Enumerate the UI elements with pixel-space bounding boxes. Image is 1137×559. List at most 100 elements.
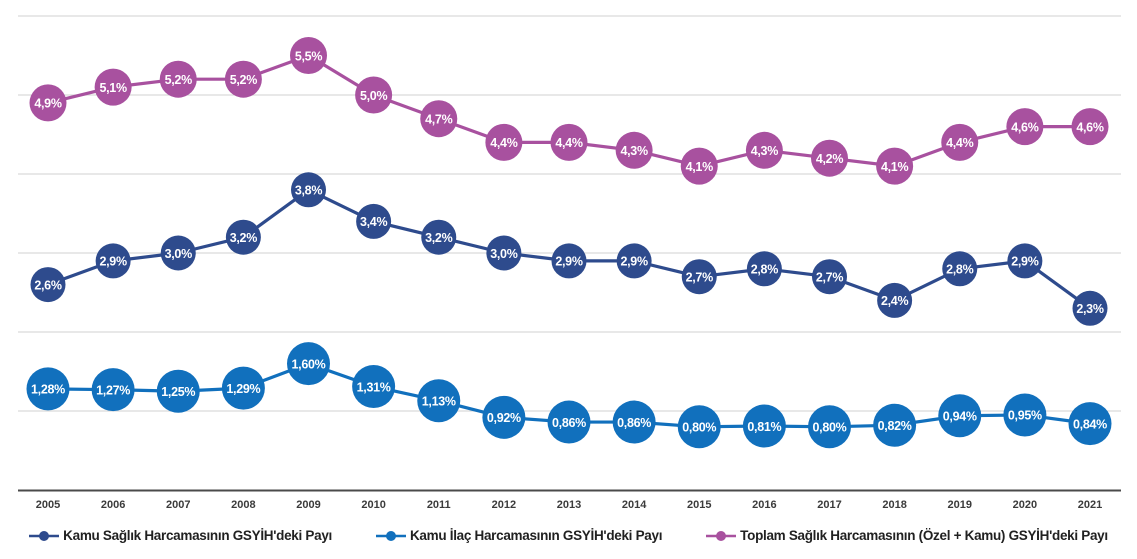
data-point-label: 2,6% (34, 278, 61, 292)
x-axis-tick-label: 2007 (166, 499, 190, 511)
data-point-label: 0,80% (813, 421, 847, 435)
x-axis-tick-label: 2021 (1078, 499, 1102, 511)
data-point-label: 1,13% (422, 394, 456, 408)
data-point-marker (420, 100, 458, 138)
data-point-label: 3,0% (490, 247, 517, 261)
data-point-label: 0,80% (682, 421, 716, 435)
data-point-marker (812, 259, 847, 295)
data-point-marker (745, 131, 783, 169)
data-point-marker (156, 369, 200, 413)
line-chart: 2005 2006 2007 2008 2009 2010 2011 2012 2013 2014… (18, 15, 1121, 511)
data-point-marker (1071, 108, 1109, 146)
data-point-label: 4,1% (686, 160, 713, 174)
x-axis-tick-label: 2012 (492, 499, 516, 511)
data-point-label: 2,4% (881, 294, 908, 308)
data-point-marker (616, 243, 652, 279)
x-axis-tick-label: 2011 (427, 499, 451, 511)
data-point-label: 3,2% (425, 231, 452, 245)
data-point-marker (421, 219, 457, 255)
data-point-label: 1,29% (226, 382, 260, 396)
x-axis-tick-label: 2010 (361, 499, 385, 511)
data-point-label: 2,7% (686, 270, 713, 284)
legend-marker-line-dot-icon (29, 530, 60, 541)
data-point-marker (1006, 108, 1044, 146)
data-point-marker (681, 259, 717, 295)
data-point-label: 1,60% (292, 357, 326, 371)
data-point-marker (159, 60, 197, 98)
data-point-label: 2,9% (555, 255, 582, 269)
data-point-marker (287, 342, 330, 386)
data-point-label: 4,1% (881, 160, 908, 174)
data-point-marker (746, 251, 782, 287)
x-axis-tick-label: 2020 (1013, 499, 1037, 511)
x-axis-tick-label: 2005 (36, 499, 60, 511)
x-axis-tick-label: 2016 (752, 499, 776, 511)
data-point-label: 4,4% (490, 136, 517, 150)
data-point-marker (95, 243, 131, 279)
data-point-label: 0,86% (617, 416, 651, 430)
data-point-label: 4,7% (425, 112, 452, 126)
data-point-marker (941, 123, 979, 161)
legend-marker-line-dot-icon (706, 530, 737, 541)
data-point-label: 3,4% (360, 215, 387, 229)
data-point-label: 0,81% (747, 420, 781, 434)
data-point-marker (356, 203, 392, 239)
data-point-label: 4,9% (34, 97, 61, 111)
data-point-label: 2,9% (1011, 255, 1038, 269)
data-point-label: 4,6% (1076, 120, 1103, 134)
data-point-label: 0,95% (1008, 409, 1042, 423)
data-point-marker (26, 367, 70, 411)
x-axis-tick-label: 2008 (231, 499, 255, 511)
x-axis-tick-label: 2009 (296, 499, 320, 511)
x-axis-tick-label: 2013 (557, 499, 581, 511)
data-point-marker (938, 394, 982, 438)
data-point-marker (352, 365, 396, 409)
legend-label: Toplam Sağlık Harcamasının (Özel + Kamu)… (740, 528, 1108, 543)
data-point-marker (615, 131, 653, 169)
data-point-label: 2,3% (1076, 302, 1103, 316)
legend-label: Kamu İlaç Harcamasının GSYİH'deki Payı (409, 528, 663, 543)
data-point-marker (1068, 402, 1112, 446)
data-point-marker (1072, 290, 1108, 326)
data-point-marker (942, 251, 978, 287)
data-point-label: 0,94% (943, 409, 977, 423)
legend-item-kamu-ilac: Kamu İlaç Harcamasının GSYİH'deki Payı (375, 528, 663, 543)
data-point-marker (677, 405, 721, 449)
data-point-label: 5,0% (360, 89, 387, 103)
x-axis-tick-label: 2014 (622, 499, 647, 511)
data-point-label: 1,27% (96, 383, 130, 397)
chart-legend: Kamu Sağlık Harcamasının GSYİH'deki Payı… (0, 512, 1137, 559)
data-point-label: 0,92% (487, 411, 521, 425)
data-point-marker (486, 235, 522, 271)
data-point-label: 4,3% (751, 144, 778, 158)
data-point-label: 4,4% (946, 136, 973, 150)
data-point-label: 3,0% (165, 247, 192, 261)
data-point-marker (680, 147, 718, 185)
data-point-marker (742, 404, 786, 448)
legend-label: Kamu Sağlık Harcamasının GSYİH'deki Payı (63, 528, 332, 543)
data-point-label: 1,25% (161, 385, 195, 399)
data-point-label: 0,86% (552, 416, 586, 430)
data-point-label: 4,3% (620, 144, 647, 158)
data-point-label: 0,82% (878, 419, 912, 433)
data-point-marker (417, 379, 461, 423)
data-point-marker (551, 243, 587, 279)
data-point-marker (30, 267, 66, 303)
x-axis-tick-label: 2019 (948, 499, 972, 511)
data-point-marker (29, 84, 67, 122)
data-point-label: 4,4% (555, 136, 582, 150)
data-point-label: 2,8% (946, 263, 973, 277)
data-point-marker (1007, 243, 1043, 279)
data-point-label: 2,9% (620, 255, 647, 269)
x-axis-tick-label: 2017 (817, 499, 841, 511)
data-point-marker (612, 400, 656, 444)
data-point-marker (811, 139, 848, 177)
data-point-label: 3,8% (295, 184, 322, 198)
data-point-marker (355, 76, 393, 114)
x-axis-tick-label: 2006 (101, 499, 125, 511)
data-point-marker (221, 366, 265, 410)
data-point-marker (1003, 393, 1047, 437)
data-point-marker (873, 403, 917, 447)
data-point-label: 2,8% (751, 263, 778, 277)
data-point-label: 0,84% (1073, 417, 1107, 431)
